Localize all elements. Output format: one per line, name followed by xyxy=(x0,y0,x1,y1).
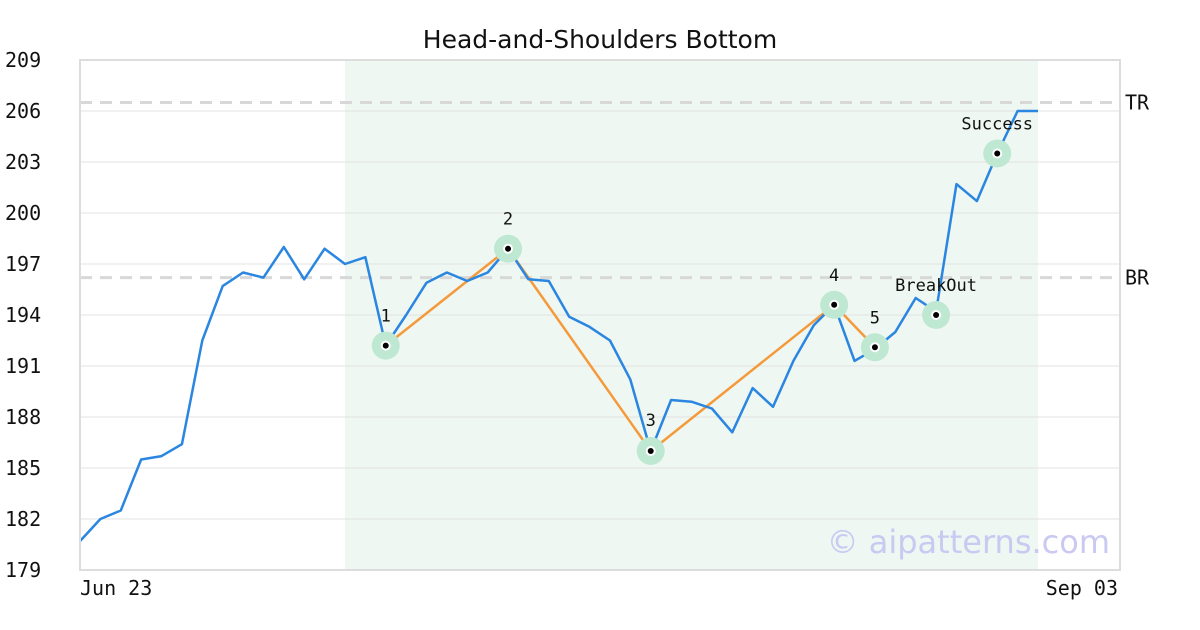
y-tick-label: 209 xyxy=(5,48,41,72)
reference-label-tr: TR xyxy=(1125,91,1150,115)
plot-frame xyxy=(79,59,1121,571)
event-success-point xyxy=(992,148,1003,159)
y-tick-label: 194 xyxy=(5,303,41,327)
y-tick-label: 197 xyxy=(5,252,41,276)
pattern-label-1: 1 xyxy=(381,307,391,327)
pattern-label-3: 3 xyxy=(646,411,656,431)
pattern-point-2-point xyxy=(503,243,514,254)
x-tick-label: Jun 23 xyxy=(80,576,152,600)
y-tick-label: 203 xyxy=(5,150,41,174)
y-tick-label: 206 xyxy=(5,99,41,123)
watermark: © aipatterns.com xyxy=(827,523,1110,561)
reference-label-br: BR xyxy=(1125,266,1150,290)
y-tick-label: 188 xyxy=(5,405,41,429)
y-tick-label: 200 xyxy=(5,201,41,225)
event-label-breakout: BreakOut xyxy=(895,276,977,296)
event-breakout-point xyxy=(931,310,942,320)
y-tick-label: 182 xyxy=(5,507,41,531)
chart-title: Head-and-Shoulders Bottom xyxy=(423,25,777,54)
y-tick-label: 179 xyxy=(5,558,41,582)
pattern-point-3-point xyxy=(645,446,656,456)
pattern-point-1-point xyxy=(380,340,391,351)
pattern-point-4-point xyxy=(829,299,840,310)
pattern-label-4: 4 xyxy=(829,266,839,286)
pattern-point-5-point xyxy=(869,342,880,353)
y-tick-label: 185 xyxy=(5,456,41,480)
pattern-label-2: 2 xyxy=(503,210,513,230)
pattern-label-5: 5 xyxy=(870,308,880,328)
event-label-success: Success xyxy=(961,115,1033,135)
x-tick-label: Sep 03 xyxy=(1046,576,1118,600)
y-tick-label: 191 xyxy=(5,354,41,378)
